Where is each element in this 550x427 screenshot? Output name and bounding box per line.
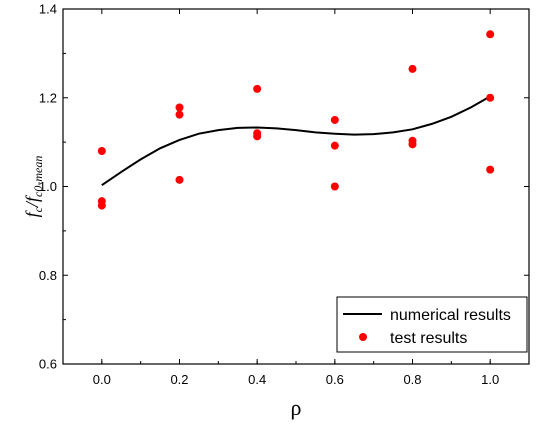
x-tick-label: 0.6: [326, 372, 344, 387]
x-tick-label: 0.8: [403, 372, 421, 387]
test-result-point: [97, 147, 106, 155]
x-tick-label: 0.2: [170, 372, 188, 387]
test-result-point: [253, 132, 262, 141]
x-tick-label: 1.0: [481, 372, 499, 387]
y-tick-label: 1.0: [39, 179, 57, 194]
legend-label-test: test results: [390, 330, 467, 347]
test-result-point: [330, 141, 339, 150]
test-result-point: [175, 175, 184, 184]
series-layer: [97, 30, 495, 210]
numerical-results-curve: [101, 95, 491, 187]
legend: numerical results test results: [336, 296, 528, 353]
test-result-point: [175, 103, 184, 112]
x-tick-label: 0.0: [93, 372, 111, 387]
y-tick-label: 0.6: [39, 357, 57, 372]
test-result-point: [408, 140, 417, 149]
test-result-point: [330, 115, 339, 124]
y-axis-label: fc/fc0-mean: [22, 156, 45, 218]
x-tick-label: 0.4: [248, 372, 266, 387]
test-result-point: [408, 64, 417, 73]
y-tick-label: 1.4: [39, 2, 57, 17]
legend-marker-swatch: [359, 333, 367, 341]
x-axis-label: ρ: [291, 395, 302, 420]
legend-label-numerical: numerical results: [390, 307, 511, 324]
test-result-point: [175, 110, 184, 119]
test-result-point: [97, 201, 106, 210]
test-result-point: [486, 165, 495, 174]
x-axis-ticks: 0.0 0.2 0.4 0.6 0.8 1.0: [62, 9, 530, 387]
y-tick-label: 1.2: [39, 90, 57, 105]
y-axis-ticks: 0.6 0.8 1.0 1.2 1.4: [39, 2, 529, 372]
legend-box: [336, 296, 528, 353]
test-result-point: [330, 182, 339, 191]
test-result-point: [486, 93, 495, 102]
test-result-point: [253, 84, 262, 93]
test-result-point: [486, 30, 495, 39]
y-tick-label: 0.8: [39, 268, 57, 283]
